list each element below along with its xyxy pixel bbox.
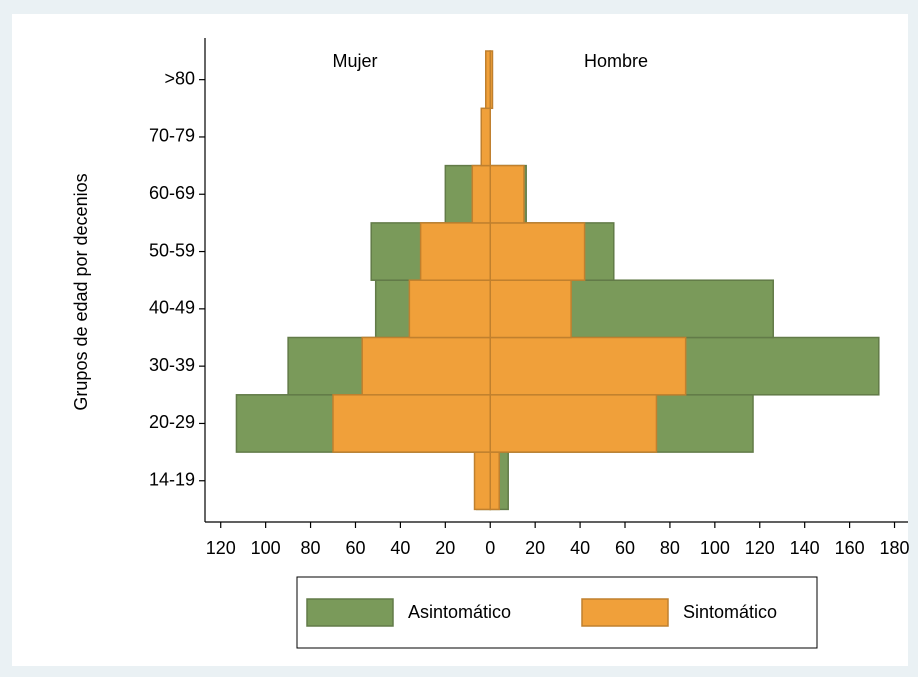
x-tick-label: 0 (485, 538, 495, 558)
x-tick-label: 20 (435, 538, 455, 558)
x-tick-label: 100 (700, 538, 730, 558)
x-tick-label: 160 (835, 538, 865, 558)
x-tick-label: 120 (745, 538, 775, 558)
left-label: Mujer (332, 51, 377, 71)
y-tick-label: 14-19 (149, 470, 195, 490)
bar (489, 394, 658, 453)
x-tick-label: 120 (206, 538, 236, 558)
x-tick-label: 60 (615, 538, 635, 558)
bar (473, 451, 491, 511)
x-tick-label: 180 (880, 538, 910, 558)
bar (489, 222, 586, 281)
x-tick-label: 80 (660, 538, 680, 558)
bar (332, 394, 491, 453)
y-tick-label: 40-49 (149, 298, 195, 318)
legend-label: Sintomático (683, 602, 777, 622)
legend-swatch (306, 598, 394, 627)
legend-label: Asintomático (408, 602, 511, 622)
x-tick-label: 100 (251, 538, 281, 558)
x-tick-label: 40 (570, 538, 590, 558)
bar (480, 107, 491, 167)
bar (419, 222, 491, 281)
y-tick-label: 50-59 (149, 240, 195, 260)
y-tick-label: 30-39 (149, 355, 195, 375)
bar (489, 50, 494, 110)
x-tick-label: 60 (345, 538, 365, 558)
legend-swatch (581, 598, 669, 627)
x-tick-label: 40 (390, 538, 410, 558)
x-tick-label: 80 (301, 538, 321, 558)
bar (361, 336, 491, 396)
x-tick-label: 140 (790, 538, 820, 558)
y-tick-label: 20-29 (149, 412, 195, 432)
bar (408, 279, 491, 339)
bar (471, 164, 491, 224)
bar (489, 336, 687, 396)
y-tick-label: 70-79 (149, 126, 195, 146)
bar (489, 164, 525, 224)
y-tick-label: 60-69 (149, 183, 195, 203)
y-axis-label: Grupos de edad por decenios (71, 173, 91, 410)
bar (489, 451, 500, 511)
x-tick-label: 20 (525, 538, 545, 558)
y-tick-label: >80 (164, 68, 195, 88)
bar (489, 279, 572, 339)
right-label: Hombre (584, 51, 648, 71)
